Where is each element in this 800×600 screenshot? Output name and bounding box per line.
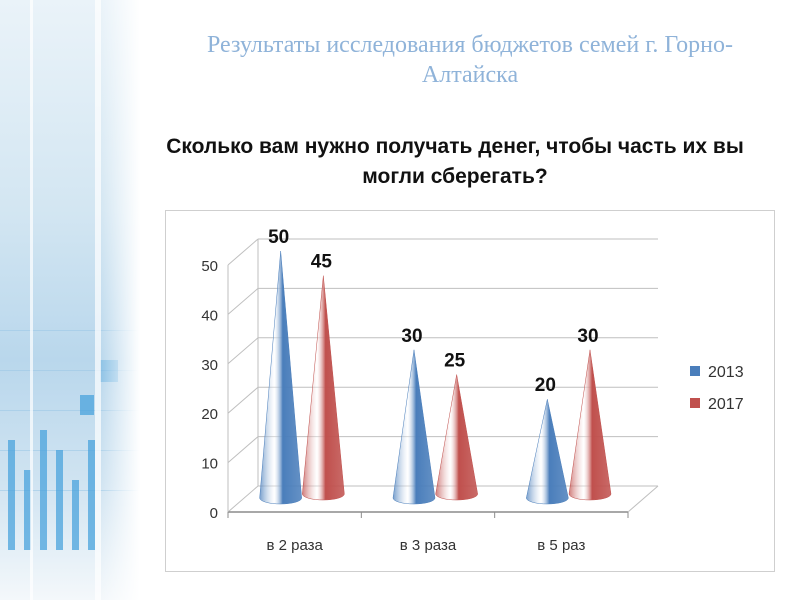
deco-bar [72,480,79,550]
side-wall-gridline [227,288,259,315]
cone-2013-0 [259,250,302,505]
y-tick-label: 0 [210,505,218,522]
legend-swatch [690,366,700,376]
deco-line [0,330,140,331]
y-tick-label: 10 [201,456,218,473]
data-label: 50 [268,227,289,248]
deco-line [0,410,140,411]
cone-body [435,374,478,501]
deco-streak [95,0,101,600]
deco-bar [40,430,47,550]
cone-2017-0 [302,275,345,501]
deco-bar [88,440,95,550]
page-title: Результаты исследования бюджетов семей г… [207,32,733,88]
side-wall-gridline [227,386,259,414]
side-wall-gridline [227,238,259,266]
cone-2013-1 [392,349,436,505]
legend-swatch [690,398,700,408]
deco-line [0,490,140,491]
cone-2017-2 [568,349,612,501]
data-label: 45 [311,252,333,273]
x-tick-label: в 3 раза [400,537,457,554]
cone-body [392,349,436,505]
floor-edge [627,485,659,513]
cone-2013-2 [526,399,569,505]
cone-body [259,250,302,505]
legend-label: 2013 [708,364,744,381]
deco-bar [8,440,15,550]
cone-body [302,275,345,501]
side-wall-gridline [227,337,259,365]
cone-body [568,349,612,501]
data-label: 25 [444,351,466,372]
deco-bar [24,470,31,550]
side-decoration [0,0,140,600]
cone-2017-1 [435,374,478,501]
x-tick-label: в 5 раз [537,537,585,554]
x-tick-label: в 2 раза [266,537,323,554]
deco-line [0,370,140,371]
deco-bar [56,450,63,550]
deco-line [0,450,140,451]
side-wall-gridline [227,485,259,513]
deco-fade [100,0,140,600]
y-tick-label: 50 [201,258,218,275]
cone-body [526,399,569,505]
y-tick-label: 40 [201,307,218,324]
side-wall-gridline [227,436,259,463]
data-label: 30 [401,326,422,347]
y-tick-label: 20 [201,406,218,423]
legend-label: 2017 [708,396,744,413]
deco-streak [30,0,33,600]
chart-question: Сколько вам нужно получать денег, чтобы … [166,135,744,188]
data-label: 30 [577,326,598,347]
y-tick-label: 30 [201,357,218,374]
data-label: 20 [535,375,556,396]
deco-bar [80,395,94,415]
